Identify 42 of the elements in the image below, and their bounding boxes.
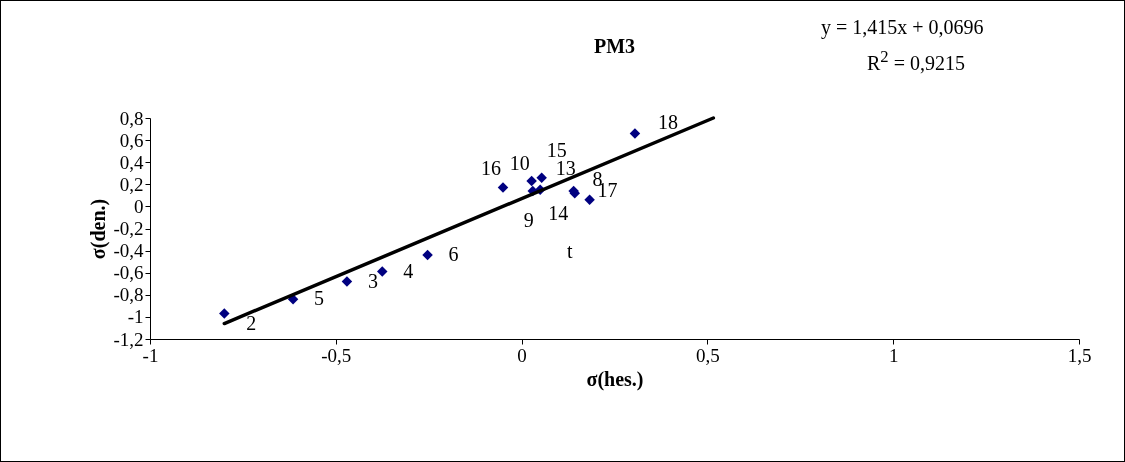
annotation: 9 <box>523 208 534 231</box>
point <box>629 128 641 139</box>
y-tick-label: -1 <box>127 306 144 328</box>
annotation: 16 <box>481 156 502 179</box>
annotation: t <box>567 240 573 262</box>
annotation: 3 <box>367 269 378 292</box>
annotation: 5 <box>314 287 325 310</box>
x-tick-label: 0 <box>517 344 527 366</box>
text: y = 1,415x + 0,0696 <box>821 16 984 38</box>
point <box>219 308 230 319</box>
text: R$^{2}$ = 0,9215 <box>867 47 965 74</box>
point <box>497 182 509 193</box>
x-tick-label: -0,5 <box>321 344 352 366</box>
y-tick-label: 0,4 <box>119 151 144 173</box>
point <box>526 175 537 187</box>
chart-title: PM3 <box>593 35 636 57</box>
annotation: 2 <box>246 311 257 334</box>
y-tick-label: -0,4 <box>113 240 144 262</box>
y-tick-label: -1,2 <box>113 328 144 350</box>
y-tick-label: -0,2 <box>113 218 144 239</box>
point <box>536 172 547 183</box>
y-tick-label: 0,2 <box>119 173 144 195</box>
x-axis-title: σ(hes.) <box>586 367 644 391</box>
point <box>341 276 353 287</box>
x-tick-label: 0,5 <box>696 344 720 366</box>
annotation: 14 <box>548 201 569 224</box>
y-tick-label: -0,6 <box>113 262 144 284</box>
point <box>422 249 433 261</box>
y-tick-label: 0 <box>134 195 144 217</box>
annotation: 6 <box>448 243 459 266</box>
annotation: 10 <box>509 151 530 174</box>
x-tick-label: -1 <box>142 344 159 366</box>
point <box>584 194 595 206</box>
y-tick-label: 0,8 <box>119 107 144 129</box>
annotation: 4 <box>403 259 414 282</box>
y-tick-label: -0,8 <box>113 284 144 306</box>
y-axis-title: σ(den.) <box>87 198 111 260</box>
y-tick-label: 0,6 <box>119 129 144 151</box>
x-tick-label: 1,5 <box>1067 344 1092 366</box>
point <box>377 266 388 277</box>
annotation: 18 <box>657 111 678 134</box>
x-tick-label: 1 <box>888 344 899 366</box>
